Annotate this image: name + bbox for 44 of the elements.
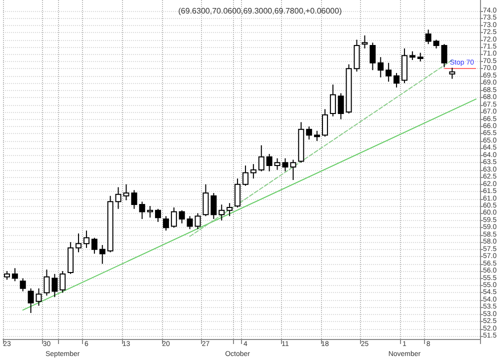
candlestick — [202, 184, 209, 217]
candlestick — [338, 92, 344, 120]
candlestick — [36, 288, 42, 306]
candlestick — [91, 237, 98, 254]
candlestick — [155, 208, 162, 222]
candlestick — [44, 269, 50, 296]
candlestick — [266, 153, 272, 172]
candlestick — [370, 42, 376, 71]
candlestick — [258, 144, 264, 172]
candlestick — [170, 206, 177, 228]
candlestick — [28, 288, 34, 314]
candlestick — [178, 210, 185, 224]
candlestick — [242, 165, 248, 186]
candlestick — [449, 67, 456, 80]
candlestick — [330, 84, 336, 117]
candlestick — [60, 270, 66, 294]
candlestick — [314, 130, 320, 142]
candlestick — [386, 62, 392, 82]
candlestick — [306, 126, 312, 140]
candlestick — [218, 204, 225, 221]
text: (69.6300,70.0600,69.3000,69.7800,+0.06000) — [178, 6, 342, 16]
candlestick — [378, 56, 384, 78]
candlestick — [425, 29, 432, 45]
candlestick — [139, 201, 146, 220]
candlestick — [52, 273, 58, 298]
candlestick — [99, 244, 106, 264]
candlestick — [186, 216, 193, 230]
candlestick — [394, 72, 400, 88]
candlestick — [20, 278, 26, 292]
candlestick — [131, 190, 138, 210]
candlestick — [83, 230, 90, 248]
candlestick — [226, 202, 233, 217]
candlestick — [147, 206, 154, 218]
candlestick — [354, 39, 360, 72]
candlestick — [162, 216, 169, 232]
candlestick — [290, 159, 296, 180]
candlestick — [322, 108, 328, 138]
candlestick — [250, 164, 256, 180]
candlestick — [210, 192, 217, 220]
candlestick — [362, 34, 368, 49]
candlestick — [194, 212, 201, 230]
candlestick — [12, 268, 18, 282]
candlestick — [76, 232, 82, 253]
candlestick — [234, 178, 241, 208]
